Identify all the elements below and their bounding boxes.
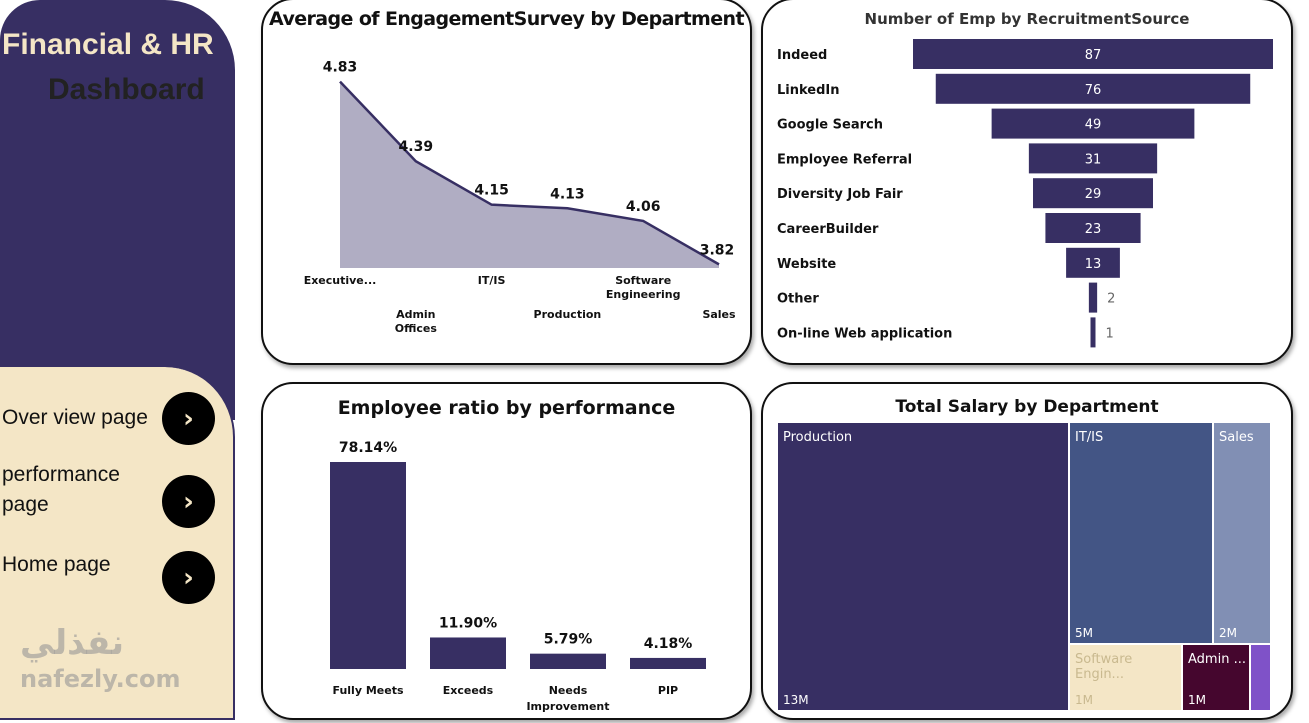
x-tick-label: PIP xyxy=(658,684,678,697)
performance-bar-card: Employee ratio by performance 78.14% Full… xyxy=(261,382,752,720)
data-label: 4.39 xyxy=(399,139,434,155)
watermark-latin: nafezly.com xyxy=(20,665,181,693)
engagement-area-card: Average of EngagementSurvey by Departmen… xyxy=(261,0,752,365)
chart-title: Average of EngagementSurvey by Departmen… xyxy=(269,8,745,30)
data-label: 4.13 xyxy=(550,186,585,202)
funnel-bar xyxy=(1066,247,1120,278)
salary-treemap-card: Total Salary by Department Production 13M… xyxy=(761,382,1293,720)
treemap-tile xyxy=(1214,423,1270,643)
recruitment-funnel-card: Number of Emp by RecruitmentSource Indee… xyxy=(761,0,1293,365)
nav-label-performance[interactable]: performance page xyxy=(2,463,120,516)
chevron-right-icon[interactable]: › xyxy=(162,392,215,445)
data-label: 3.82 xyxy=(700,242,735,258)
area-fill xyxy=(340,81,719,268)
salary-treemap: Production 13M IT/IS 5M Sales 2M Software Engin… xyxy=(778,423,1270,710)
bar xyxy=(430,637,506,669)
dashboard-subtitle: Dashboard xyxy=(48,73,205,106)
watermark: نفذلي nafezly.com xyxy=(20,625,180,697)
data-label: 49 xyxy=(1085,118,1102,133)
x-tick-label: IT/IS xyxy=(478,274,506,287)
x-tick-label: Production xyxy=(534,308,602,321)
tile-value: 1M xyxy=(1075,693,1093,707)
category-label: Indeed xyxy=(777,48,827,63)
data-label: 4.83 xyxy=(323,60,358,76)
x-tick-label: Sales xyxy=(702,308,736,321)
bar xyxy=(630,657,706,669)
category-label: CareerBuilder xyxy=(777,222,879,237)
tile-label: Software Engin... xyxy=(1075,652,1132,682)
data-label: 2 xyxy=(1107,292,1115,307)
funnel-bar xyxy=(913,39,1273,69)
funnel-bar xyxy=(1045,213,1141,243)
recruitment-funnel-chart: Indeed 87 LinkedIn 76 Google Search 49 Employe… xyxy=(777,39,1273,348)
tile-label: Production xyxy=(783,430,852,445)
tile-value: 2M xyxy=(1219,626,1237,640)
x-tick-label: Needs Improvement xyxy=(526,684,609,713)
tile-label: Sales xyxy=(1219,430,1254,445)
chart-title: Number of Emp by RecruitmentSource xyxy=(864,10,1190,28)
tile-label: Admin ... xyxy=(1188,652,1246,667)
data-label: 31 xyxy=(1085,152,1102,167)
treemap-tile xyxy=(778,423,1068,710)
data-label: 23 xyxy=(1085,222,1102,237)
funnel-bar xyxy=(935,73,1251,104)
tile-label: IT/IS xyxy=(1075,430,1103,445)
chart-title: Employee ratio by performance xyxy=(337,397,676,419)
data-label: 11.90% xyxy=(439,615,497,631)
category-label: Other xyxy=(777,292,819,307)
treemap-tile xyxy=(1070,423,1212,643)
x-tick-label: Admin Offices xyxy=(395,308,438,335)
category-label: Google Search xyxy=(777,118,883,133)
chart-title: Total Salary by Department xyxy=(895,397,1159,417)
engagement-area-chart: 4.83 Executive... 4.39 Admin Offices 4.15 IT/I… xyxy=(304,60,736,335)
sidebar-header-panel xyxy=(0,0,235,420)
funnel-bar xyxy=(1088,282,1098,313)
funnel-bar xyxy=(1033,178,1153,209)
dashboard-title: Financial & HR xyxy=(2,28,214,61)
bar xyxy=(330,462,406,669)
tile-value: 13M xyxy=(783,693,809,707)
data-label: 76 xyxy=(1085,83,1102,98)
chevron-right-icon[interactable]: › xyxy=(162,551,215,604)
data-label: 4.18% xyxy=(644,636,693,652)
x-tick-label: Software Engineering xyxy=(606,274,681,301)
data-label: 13 xyxy=(1085,257,1102,272)
category-label: On-line Web application xyxy=(777,326,952,341)
funnel-bar xyxy=(1090,317,1096,348)
data-label: 78.14% xyxy=(339,440,397,456)
category-label: LinkedIn xyxy=(777,83,840,98)
tile-value: 1M xyxy=(1188,693,1206,707)
data-label: 4.06 xyxy=(626,199,661,215)
bar xyxy=(530,653,606,669)
data-label: 4.15 xyxy=(474,183,509,199)
nav-label-overview[interactable]: Over view page xyxy=(2,406,148,429)
performance-bar-chart: 78.14% Fully Meets 11.90% Exceeds 5.79% Needs… xyxy=(330,440,706,713)
area-line xyxy=(339,80,720,266)
treemap-tile xyxy=(1070,645,1181,710)
nav-label-home[interactable]: Home page xyxy=(2,553,111,576)
watermark-arabic: نفذلي xyxy=(20,623,125,663)
treemap-tile xyxy=(1251,645,1270,710)
category-label: Website xyxy=(777,257,836,272)
data-label: 29 xyxy=(1085,187,1102,202)
chevron-right-icon[interactable]: › xyxy=(162,475,215,528)
category-label: Employee Referral xyxy=(777,152,912,167)
tile-value: 5M xyxy=(1075,626,1093,640)
x-tick-label: Fully Meets xyxy=(332,684,403,697)
data-label: 1 xyxy=(1106,326,1114,341)
treemap-tile xyxy=(1183,645,1249,710)
data-label: 87 xyxy=(1085,48,1102,63)
funnel-bar xyxy=(1028,143,1158,174)
x-tick-label: Executive... xyxy=(304,274,377,287)
x-tick-label: Exceeds xyxy=(443,684,494,697)
funnel-bar xyxy=(991,108,1195,139)
category-label: Diversity Job Fair xyxy=(777,187,903,202)
data-label: 5.79% xyxy=(544,632,593,648)
